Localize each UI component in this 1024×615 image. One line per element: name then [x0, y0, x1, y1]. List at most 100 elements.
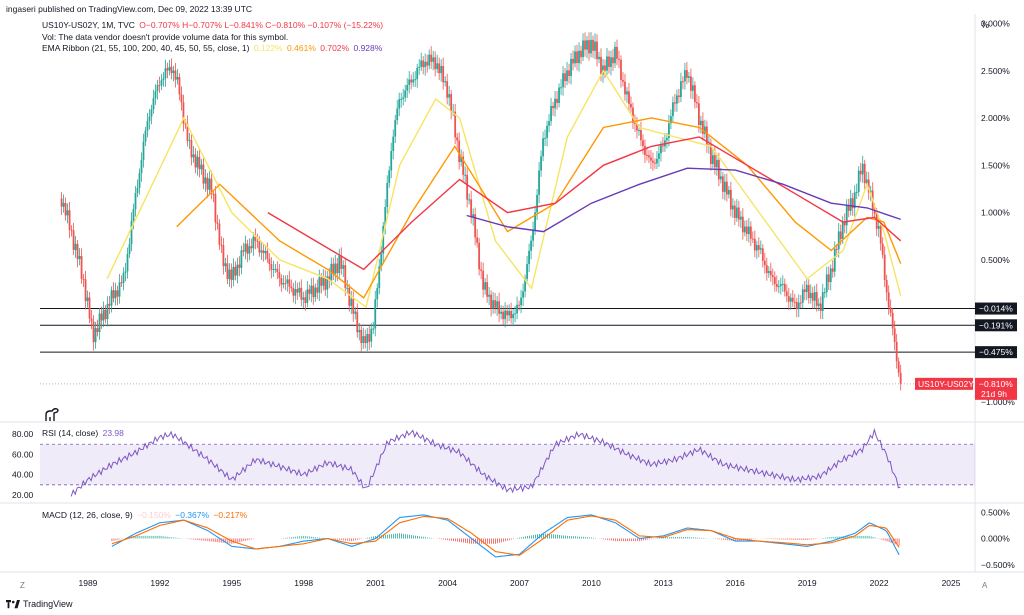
candle-body: [592, 39, 594, 51]
candle-body: [276, 268, 279, 273]
time-tick-label: 2019: [798, 578, 817, 588]
candle-body: [106, 303, 109, 320]
candle-body: [386, 182, 389, 208]
candle-body: [508, 311, 510, 316]
last-price-tag: [975, 377, 1017, 400]
candle-body: [224, 263, 227, 267]
candle-body: [793, 301, 796, 303]
ema-value-100: 0.702%: [320, 43, 350, 53]
candle-body: [640, 130, 642, 141]
candle-body: [893, 328, 896, 342]
candle-body: [492, 300, 495, 309]
macd-pane: [111, 514, 900, 558]
hline-label: −0.191%: [979, 320, 1013, 330]
macd-hist-value: −0.150%: [137, 510, 171, 520]
axes: 3.000% 2.500% 2.000% 1.500% 1.000% 0.500% −1.0…: [12, 18, 1017, 588]
ema-legend[interactable]: EMA Ribbon (21, 55, 100, 200, 40, 45, 50…: [42, 43, 382, 53]
rsi-tick-label: 60.00: [12, 449, 34, 459]
candle-body: [410, 79, 413, 83]
candle-body: [112, 290, 115, 299]
candle-body: [506, 310, 509, 316]
candle-body: [406, 84, 409, 91]
candle-body: [192, 154, 195, 158]
rsi-legend[interactable]: RSI (14, close) 23.98: [42, 428, 124, 438]
candle-body: [228, 269, 231, 280]
candle-body: [588, 40, 590, 54]
candle-body: [92, 321, 95, 343]
candle-body: [326, 276, 329, 290]
candle-body: [859, 170, 862, 175]
candle-body: [142, 141, 145, 161]
candle-body: [284, 283, 287, 285]
candle-body: [346, 287, 349, 289]
candle-body: [644, 146, 646, 156]
candle-body: [180, 94, 183, 103]
candle-body: [656, 158, 658, 164]
candle-body: [456, 137, 459, 141]
candle-body: [88, 297, 91, 319]
candle-body: [558, 87, 560, 103]
candle-body: [518, 304, 520, 306]
candle-body: [304, 297, 307, 303]
candle-body: [478, 242, 481, 270]
candle-body: [584, 40, 586, 50]
candle-body: [350, 298, 353, 306]
candle-body: [590, 39, 592, 54]
candle-body: [666, 137, 668, 141]
candle-body: [398, 99, 401, 109]
candle-body: [524, 278, 526, 292]
rsi-tick-label: 40.00: [12, 470, 34, 480]
candle-body: [785, 291, 788, 297]
candle-body: [552, 106, 554, 109]
candle-body: [62, 202, 65, 207]
hline-label-bg: [975, 302, 1017, 315]
candle-body: [741, 216, 744, 233]
candle-body: [282, 283, 285, 285]
macd-tick-label: 0.000%: [981, 534, 1010, 544]
candle-body: [306, 289, 309, 303]
price-tick-label: 2.500%: [981, 66, 1010, 76]
hline-label-bg: [975, 319, 1017, 332]
candle-body: [630, 103, 632, 108]
candle-body: [682, 81, 684, 83]
rsi-tick-label: 20.00: [12, 490, 34, 500]
ema-line-2: [267, 136, 902, 271]
auto-scale-toggle[interactable]: A: [982, 581, 988, 590]
candle-body: [358, 329, 361, 333]
candle-body: [376, 288, 379, 300]
macd-label: MACD (12, 26, close, 9): [42, 510, 133, 520]
candle-body: [278, 272, 281, 279]
candle-body: [636, 123, 638, 131]
rsi-label: RSI (14, close): [42, 428, 99, 438]
dino-icon[interactable]: [42, 405, 62, 425]
candle-body: [104, 309, 107, 320]
candle-body: [118, 282, 121, 297]
candle-body: [823, 292, 826, 294]
candle-body: [556, 98, 558, 103]
candle-body: [480, 269, 483, 271]
candle-body: [384, 207, 387, 226]
candle-body: [574, 51, 576, 64]
macd-line: [111, 514, 900, 558]
candle-body: [248, 246, 251, 254]
candle-body: [500, 311, 503, 314]
candle-body: [855, 191, 858, 193]
candle-body: [747, 226, 750, 235]
main-legend[interactable]: US10Y-US02Y, 1M, TVC O−0.707% H−0.707% L…: [42, 20, 383, 30]
candle-body: [819, 303, 822, 311]
candle-body: [430, 54, 433, 62]
price-tick-label: 0.500%: [981, 255, 1010, 265]
candle-body: [420, 60, 423, 67]
candle-body: [336, 263, 339, 274]
macd-legend[interactable]: MACD (12, 26, close, 9) −0.150% −0.367% …: [42, 510, 247, 520]
timezone-toggle[interactable]: Z: [20, 581, 25, 590]
candle-body: [827, 274, 830, 283]
candle-body: [70, 229, 73, 231]
candle-body: [482, 270, 485, 290]
candle-body: [226, 263, 229, 280]
candle-body: [753, 238, 756, 251]
candle-body: [314, 287, 317, 298]
rsi-band: [40, 444, 975, 485]
candle-body: [428, 54, 431, 66]
